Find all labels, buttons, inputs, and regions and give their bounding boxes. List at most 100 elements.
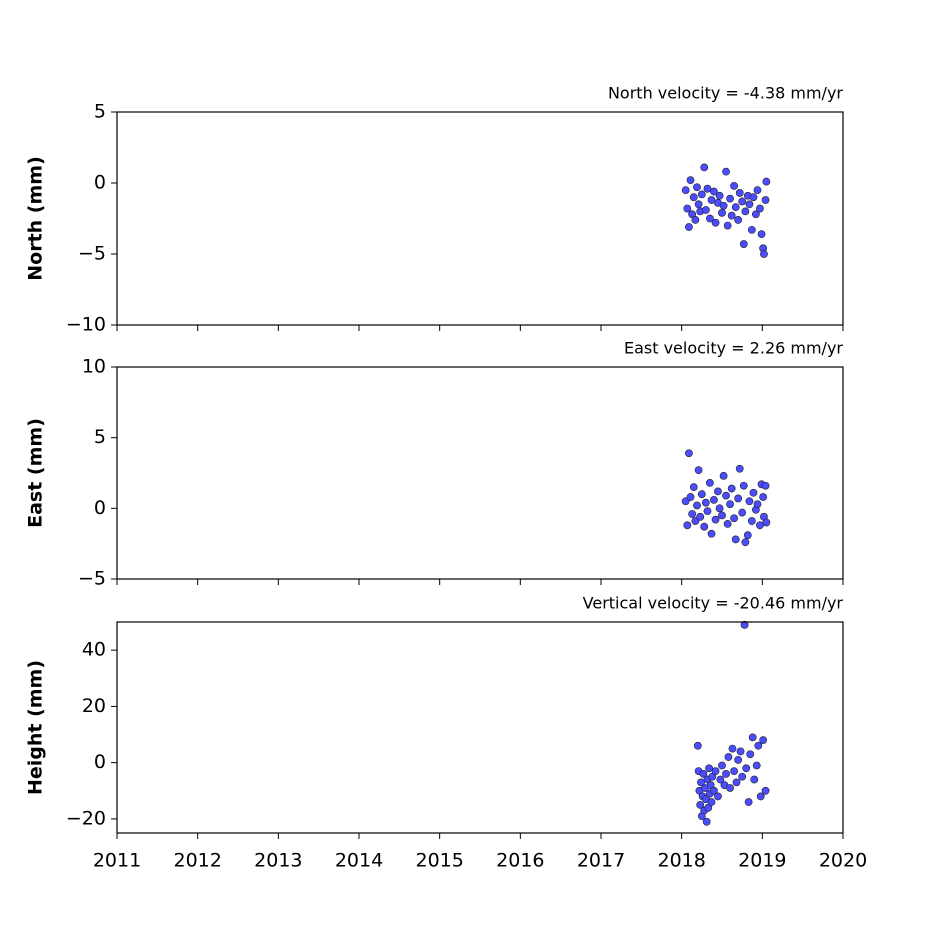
axes-frame — [116, 621, 844, 834]
data-point — [715, 191, 724, 200]
data-point — [749, 193, 758, 202]
data-point — [728, 744, 737, 753]
data-point — [689, 483, 698, 492]
data-point — [730, 767, 738, 776]
y-tick-label: −5 — [78, 243, 106, 265]
data-point — [714, 792, 722, 801]
data-point — [730, 514, 738, 523]
data-point — [753, 186, 762, 194]
data-point — [718, 511, 726, 520]
x-tick-label: 2013 — [254, 850, 302, 872]
data-point — [711, 515, 720, 524]
y-tick-label: −20 — [66, 807, 106, 829]
data-point — [703, 184, 712, 193]
data-point — [727, 211, 736, 220]
data-point — [762, 177, 771, 186]
y-tick-label: 0 — [94, 751, 106, 773]
data-point — [734, 755, 743, 764]
data-point — [710, 495, 718, 504]
data-point — [731, 535, 740, 544]
data-point — [700, 522, 709, 531]
panel-title: East velocity = 2.26 mm/yr — [624, 339, 843, 358]
y-tick-label: 0 — [94, 497, 106, 519]
x-tick-label: 2016 — [496, 850, 544, 872]
data-point — [746, 750, 755, 759]
data-point — [749, 488, 758, 497]
data-point — [706, 478, 714, 487]
data-point — [734, 216, 743, 224]
data-point — [745, 200, 754, 209]
axes-frame — [116, 111, 844, 326]
y-tick-label: 5 — [94, 426, 106, 448]
data-point — [745, 497, 754, 506]
data-point — [702, 817, 711, 826]
data-point — [741, 538, 750, 547]
data-point — [726, 194, 734, 203]
data-point — [738, 508, 747, 517]
data-point — [760, 250, 768, 258]
y-tick-label: −5 — [78, 568, 106, 590]
data-point — [762, 518, 771, 527]
data-point — [701, 206, 710, 214]
data-point — [735, 464, 744, 473]
data-point — [703, 507, 712, 516]
data-point — [730, 181, 738, 190]
data-point — [715, 504, 724, 513]
data-point — [743, 531, 752, 540]
data-point — [700, 163, 709, 172]
data-point — [688, 510, 697, 518]
data-point — [722, 770, 730, 778]
data-point — [742, 764, 751, 773]
data-point — [724, 753, 733, 761]
data-point — [719, 201, 728, 210]
data-point — [719, 471, 728, 480]
data-point — [685, 223, 693, 231]
data-point — [686, 176, 695, 185]
data-point — [683, 204, 692, 213]
data-point — [723, 519, 732, 528]
data-point — [741, 207, 750, 216]
data-point — [759, 736, 768, 745]
y-axis-label: East (mm) — [25, 418, 47, 528]
data-point — [711, 767, 720, 776]
data-point — [693, 183, 701, 192]
x-tick-label: 2015 — [415, 850, 463, 872]
data-point — [735, 189, 744, 197]
data-point — [681, 186, 690, 194]
data-point — [707, 798, 716, 806]
data-point — [752, 761, 761, 770]
data-point — [693, 741, 702, 750]
data-point — [726, 500, 734, 508]
data-point — [706, 214, 714, 223]
data-point — [734, 494, 743, 503]
data-point — [707, 196, 716, 204]
data-point — [696, 512, 705, 521]
data-point — [697, 190, 706, 199]
y-axis-label: North (mm) — [25, 156, 47, 281]
data-point — [761, 481, 770, 490]
data-point — [736, 747, 745, 756]
data-point — [701, 498, 710, 507]
data-point — [697, 778, 705, 787]
data-point — [691, 216, 700, 224]
data-point — [707, 529, 716, 538]
data-point — [727, 484, 736, 493]
data-point — [711, 218, 720, 227]
y-tick-label: 40 — [82, 639, 106, 661]
data-point — [751, 210, 760, 219]
y-tick-label: −10 — [66, 314, 106, 336]
data-point — [716, 775, 725, 784]
panel-title: Vertical velocity = -20.46 mm/yr — [583, 594, 844, 613]
x-tick-label: 2014 — [335, 850, 383, 872]
data-point — [738, 772, 747, 781]
data-point — [761, 196, 770, 204]
data-point — [748, 733, 757, 742]
data-point — [753, 500, 762, 508]
data-point — [738, 197, 747, 206]
data-point — [686, 493, 695, 501]
data-point — [696, 800, 705, 809]
data-point — [718, 761, 726, 770]
data-point — [744, 798, 753, 806]
data-point — [740, 620, 749, 629]
